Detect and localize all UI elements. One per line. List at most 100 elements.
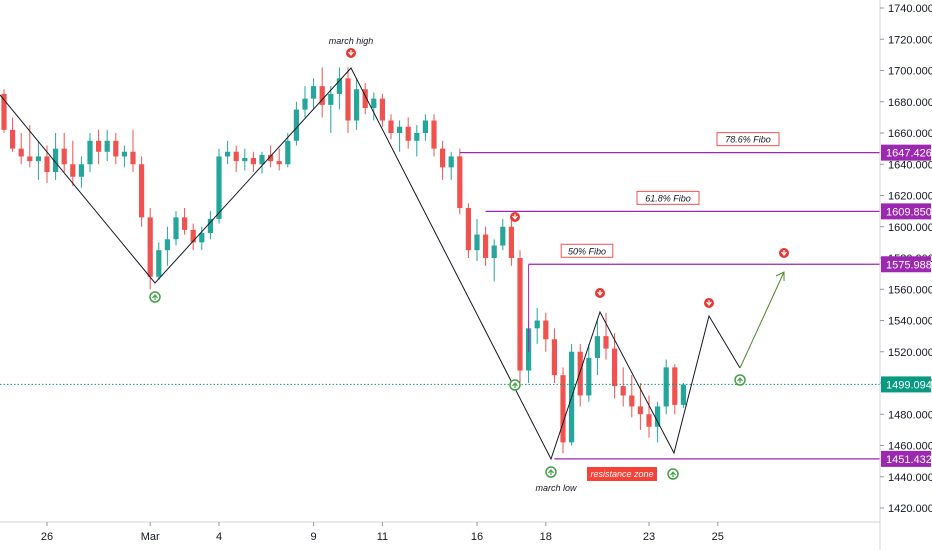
x-tick-label: 4 (216, 531, 222, 543)
signal-arrow (548, 469, 554, 475)
resistance-zone-label: resistance zone (590, 469, 653, 479)
candle-body (457, 156, 463, 208)
candle-body (474, 234, 480, 251)
y-tick-label: 1700.000 (888, 66, 932, 78)
candle-body (448, 156, 454, 168)
candle-body (336, 78, 342, 94)
candle-body (354, 89, 360, 121)
candle-body (440, 148, 446, 168)
candle-body (311, 86, 317, 99)
buy-signal-icon (509, 379, 521, 391)
x-tick-label: 18 (540, 531, 552, 543)
candle-body (121, 151, 127, 157)
signal-arrow (348, 50, 354, 56)
price-level-value: 1647.426 (886, 148, 932, 160)
candle-body (156, 250, 162, 277)
candle-body (362, 89, 368, 108)
y-tick-label: 1640.000 (888, 159, 932, 171)
candle-body (276, 161, 282, 165)
candle-body (422, 120, 428, 133)
candle-body (70, 164, 76, 177)
y-tick-label: 1740.000 (888, 3, 932, 15)
candle-body (293, 109, 299, 141)
candle-body (10, 129, 16, 149)
sell-signal-icon (510, 212, 520, 222)
buy-signal-icon (734, 374, 746, 386)
labels-layer: 78.6% Fibo 1647.426 61.8% Fibo 1609.850 50% … (149, 36, 932, 493)
fibo-label: 78.6% Fibo (725, 135, 771, 145)
candle-body (139, 164, 145, 218)
low-level-value: 1451.432 (886, 454, 932, 466)
current-price-tag (881, 376, 931, 393)
candle-body (27, 156, 33, 162)
y-tick-label: 1420.000 (888, 503, 932, 515)
sell-signal-icon (779, 248, 789, 258)
candle-body (508, 226, 514, 258)
candle-body (113, 140, 119, 157)
candle-body (388, 120, 394, 133)
drawings-layer (0, 67, 880, 461)
price-level-value: 1609.850 (886, 206, 932, 218)
fibo-label-box (636, 190, 700, 205)
y-tick-label: 1680.000 (888, 97, 932, 109)
candle-body (371, 98, 377, 108)
candle-body (672, 367, 678, 405)
x-tick-label: 26 (41, 531, 53, 543)
price-level-tag (881, 203, 931, 220)
candle-body (104, 140, 110, 152)
candle-body (250, 158, 256, 165)
signal-arrow (706, 300, 712, 306)
candle-body (517, 258, 523, 371)
buy-signal-icon (545, 466, 557, 478)
candle-body (560, 375, 566, 443)
candle-body (207, 218, 213, 233)
signal-arrow (152, 294, 158, 300)
fibo-label: 61.8% Fibo (645, 193, 691, 203)
low-level-tag (881, 450, 931, 467)
candle-body (465, 208, 471, 251)
candle-body (61, 148, 67, 165)
candle-body (78, 164, 84, 177)
y-tick-label: 1600.000 (888, 222, 932, 234)
candle-body (173, 217, 179, 240)
candle-body (302, 98, 308, 110)
price-level-value: 1575.988 (886, 259, 932, 271)
y-tick-label: 1620.000 (888, 191, 932, 203)
march-low-label: march low (535, 483, 577, 493)
candle-body (379, 98, 385, 121)
candle-body (637, 406, 643, 415)
candle-body (612, 348, 618, 387)
candle-body (130, 151, 136, 165)
candle-body (551, 339, 557, 376)
candle-body (1, 93, 7, 130)
fibo-label: 50% Fibo (568, 246, 606, 256)
fibo-label-box (716, 132, 780, 147)
candle-body (285, 140, 291, 165)
candle-body (491, 245, 497, 258)
x-tick-label: 25 (712, 531, 724, 543)
candle-body (216, 156, 222, 219)
candle-body (543, 320, 549, 340)
candle-body (44, 156, 50, 173)
resistance-zone-box (587, 467, 657, 481)
candle-body (87, 140, 93, 165)
candle-body (500, 226, 506, 246)
candle-body (586, 358, 592, 396)
sell-signal-icon (595, 288, 605, 298)
candle-body (680, 384, 686, 405)
sell-signal-icon (704, 298, 714, 308)
y-tick-label: 1720.000 (888, 34, 932, 46)
y-tick-label: 1460.000 (888, 441, 932, 453)
candle-body (655, 406, 661, 427)
candle-body (233, 151, 239, 162)
y-tick-label: 1660.000 (888, 128, 932, 140)
projection-line (739, 271, 785, 369)
candle-body (397, 126, 403, 133)
candle-body (35, 156, 41, 162)
candle-body (328, 93, 334, 105)
buy-signal-icon (667, 468, 679, 480)
y-tick-label: 1440.000 (888, 472, 932, 484)
